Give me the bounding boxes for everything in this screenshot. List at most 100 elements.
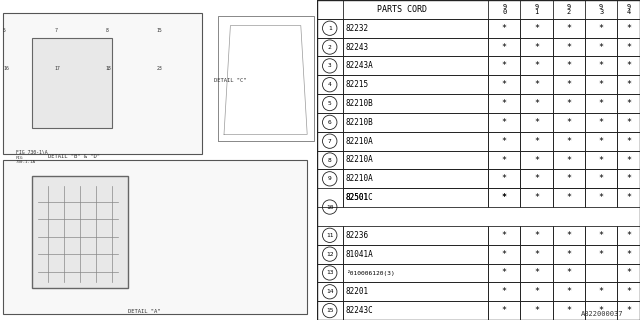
Bar — [585, 94, 618, 113]
Text: *: * — [534, 268, 539, 277]
Text: 82243: 82243 — [346, 43, 369, 52]
Bar — [342, 94, 488, 113]
Text: *: * — [598, 80, 604, 89]
Bar — [317, 132, 342, 151]
Text: *: * — [534, 118, 539, 127]
Bar — [342, 188, 488, 207]
Bar — [488, 188, 520, 207]
Text: *: * — [598, 118, 604, 127]
Text: *: * — [502, 306, 507, 315]
Text: 3: 3 — [328, 63, 332, 68]
Text: *: * — [598, 156, 604, 164]
Text: *: * — [626, 231, 631, 240]
Bar — [488, 75, 520, 94]
Bar — [553, 38, 585, 56]
Text: FIG 730-1\A: FIG 730-1\A — [16, 149, 47, 155]
Bar — [520, 301, 553, 320]
FancyBboxPatch shape — [3, 160, 307, 314]
Bar — [585, 151, 618, 169]
Bar — [553, 94, 585, 113]
Text: 9
1: 9 1 — [534, 4, 539, 15]
Bar — [618, 169, 640, 188]
Text: *: * — [534, 61, 539, 70]
Bar — [317, 301, 342, 320]
Text: *: * — [626, 287, 631, 296]
Bar — [520, 38, 553, 56]
Text: 82232: 82232 — [346, 24, 369, 33]
Bar — [618, 301, 640, 320]
Text: 9
3: 9 3 — [599, 4, 604, 15]
Text: 8: 8 — [328, 157, 332, 163]
Text: *: * — [566, 287, 572, 296]
Text: *: * — [534, 99, 539, 108]
Text: *: * — [534, 306, 539, 315]
Text: *: * — [626, 156, 631, 164]
Bar — [520, 132, 553, 151]
Bar — [553, 245, 585, 264]
Text: DETAIL "C": DETAIL "C" — [214, 77, 246, 83]
Bar — [317, 56, 342, 75]
Text: 82210B: 82210B — [346, 99, 374, 108]
Bar — [520, 151, 553, 169]
Bar — [520, 245, 553, 264]
Text: *: * — [502, 193, 507, 202]
Bar — [488, 19, 520, 38]
Text: 17: 17 — [54, 66, 60, 71]
Text: 8: 8 — [106, 28, 108, 33]
Text: 15: 15 — [326, 308, 333, 313]
Bar — [342, 132, 488, 151]
Bar — [553, 132, 585, 151]
Bar — [342, 301, 488, 320]
Text: *: * — [626, 118, 631, 127]
Text: *: * — [534, 231, 539, 240]
Text: *: * — [534, 137, 539, 146]
Bar — [520, 75, 553, 94]
Text: *: * — [534, 174, 539, 183]
Text: *: * — [502, 268, 507, 277]
Bar — [488, 56, 520, 75]
FancyBboxPatch shape — [3, 13, 202, 154]
Bar — [488, 38, 520, 56]
Bar — [520, 56, 553, 75]
Bar — [585, 132, 618, 151]
Bar — [520, 19, 553, 38]
Bar — [585, 169, 618, 188]
Text: 6: 6 — [328, 120, 332, 125]
Text: *: * — [626, 174, 631, 183]
Text: 7: 7 — [54, 28, 57, 33]
Bar — [520, 282, 553, 301]
Text: 82501: 82501 — [346, 193, 369, 202]
Text: 82243C: 82243C — [346, 306, 374, 315]
Text: *: * — [598, 287, 604, 296]
Text: *: * — [502, 61, 507, 70]
Text: 82243A: 82243A — [346, 61, 374, 70]
Text: *: * — [626, 268, 631, 277]
Text: 82210A: 82210A — [346, 174, 374, 183]
Text: *: * — [502, 174, 507, 183]
Text: *: * — [566, 43, 572, 52]
Bar — [618, 38, 640, 56]
Text: *: * — [626, 99, 631, 108]
Text: 82210B: 82210B — [346, 118, 374, 127]
Text: 9
2: 9 2 — [567, 4, 571, 15]
Text: 82501C: 82501C — [346, 193, 374, 202]
Text: 82201: 82201 — [346, 287, 369, 296]
Bar — [520, 94, 553, 113]
Bar — [317, 19, 342, 38]
Bar — [488, 169, 520, 188]
Bar — [317, 245, 342, 264]
Text: *: * — [534, 193, 539, 202]
Bar — [553, 226, 585, 245]
Text: *: * — [626, 137, 631, 146]
Text: *: * — [502, 24, 507, 33]
Text: 2: 2 — [328, 44, 332, 50]
Text: *: * — [566, 80, 572, 89]
Bar — [585, 113, 618, 132]
Text: *: * — [566, 174, 572, 183]
Text: *: * — [598, 250, 604, 259]
Bar — [585, 301, 618, 320]
Text: *: * — [626, 306, 631, 315]
Text: 9
0: 9 0 — [502, 4, 506, 15]
Text: 82236: 82236 — [346, 231, 369, 240]
Text: 18: 18 — [106, 66, 111, 71]
